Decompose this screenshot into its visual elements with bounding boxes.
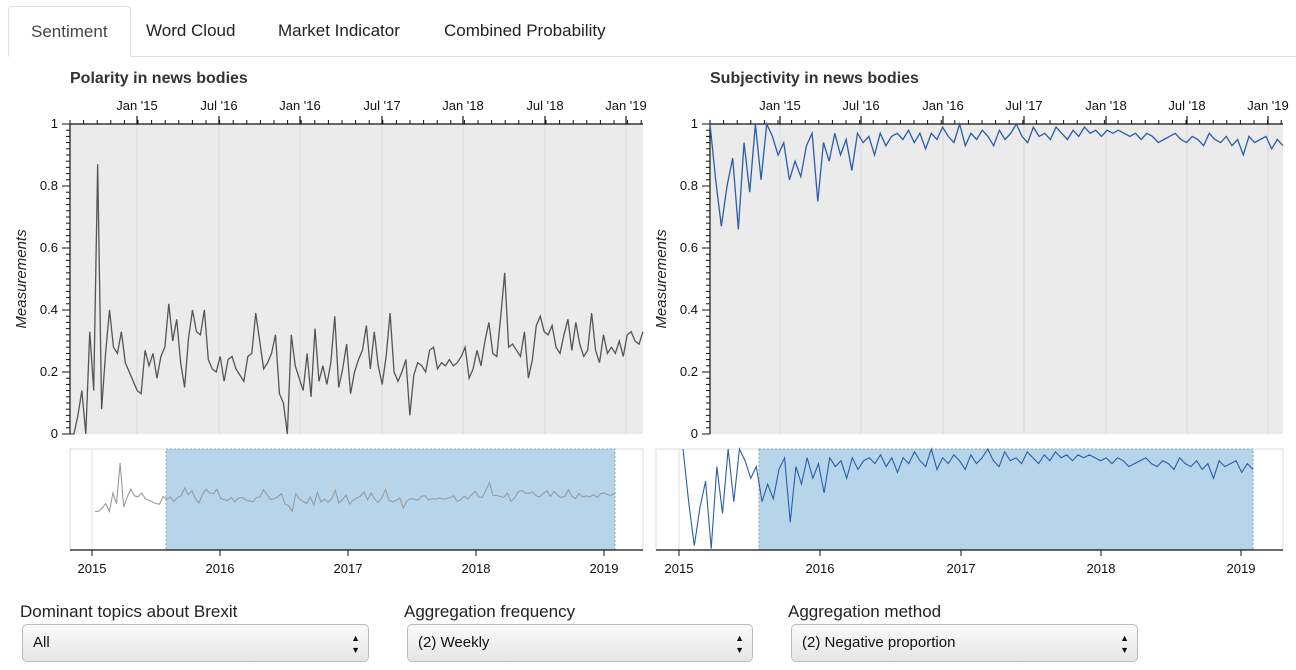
navigator-tick-label: 2017 [334, 561, 363, 576]
y-axis-label: Measurements [653, 229, 670, 329]
y-tick-label: 0.8 [680, 178, 698, 193]
plot-area [70, 124, 643, 434]
y-tick-label: 0.6 [680, 240, 698, 255]
top-tick-label: Jan '19 [1247, 98, 1289, 113]
topics-select[interactable]: All ▲ ▼ [22, 624, 369, 662]
navigator-tick-label: 2018 [462, 561, 491, 576]
navigator-tick-label: 2016 [806, 561, 835, 576]
top-tick-label: Jan '15 [759, 98, 801, 113]
y-tick-label: 1 [691, 116, 698, 131]
tab-bar: Sentiment Word Cloud Market Indicator Co… [8, 6, 1296, 57]
y-tick-label: 0.8 [40, 178, 58, 193]
top-tick-label: Jan '16 [922, 98, 964, 113]
navigator-tick-label: 2019 [1227, 561, 1256, 576]
y-tick-label: 0.2 [40, 364, 58, 379]
top-tick-label: Jul '17 [363, 98, 400, 113]
method-select[interactable]: (2) Negative proportion ▲ ▼ [791, 624, 1138, 662]
select-arrows-icon: ▲ ▼ [1120, 633, 1129, 655]
y-tick-label: 0 [691, 426, 698, 441]
polarity-chart: Polarity in news bodies Jan '15 Jul '16 Jan… [13, 70, 647, 576]
navigator-series-line [682, 447, 1254, 549]
y-tick-label: 0.4 [40, 302, 58, 317]
y-tick-label: 0.2 [680, 364, 698, 379]
tab-sentiment[interactable]: Sentiment [8, 6, 131, 57]
select-arrows-icon: ▲ ▼ [735, 633, 744, 655]
subjectivity-chart: Subjectivity in news bodies Jan '15 Jul '1… [653, 70, 1289, 576]
navigator-tick-label: 2018 [1087, 561, 1116, 576]
top-tick-label: Jul '18 [1168, 98, 1205, 113]
navigator-selection [165, 448, 616, 551]
top-tick-label: Jan '15 [116, 98, 158, 113]
tab-combined-probability[interactable]: Combined Probability [444, 21, 606, 40]
frequency-label: Aggregation frequency [404, 602, 576, 621]
navigator-tick-label: 2016 [206, 561, 235, 576]
top-tick-label: Jan '18 [442, 98, 484, 113]
top-tick-label: Jan '18 [1085, 98, 1127, 113]
topics-select-value: All [33, 634, 50, 651]
y-tick-label: 0.4 [680, 302, 698, 317]
navigator-tick-label: 2017 [947, 561, 976, 576]
y-tick-label: 1 [51, 116, 58, 131]
method-label: Aggregation method [788, 602, 942, 621]
y-tick-label: 0 [51, 426, 58, 441]
top-tick-label: Jul '18 [526, 98, 563, 113]
select-arrows-icon: ▲ ▼ [351, 633, 360, 655]
method-select-value: (2) Negative proportion [802, 634, 956, 651]
navigator-tick-label: 2015 [78, 561, 107, 576]
frequency-select-value: (2) Weekly [418, 634, 490, 651]
chart-title: Subjectivity in news bodies [710, 70, 919, 87]
chart-title: Polarity in news bodies [70, 70, 248, 87]
top-tick-label: Jan '16 [279, 98, 321, 113]
navigator-series-line [95, 462, 616, 514]
frequency-select[interactable]: (2) Weekly ▲ ▼ [407, 624, 753, 662]
top-tick-label: Jul '17 [1005, 98, 1042, 113]
top-tick-label: Jul '16 [200, 98, 237, 113]
navigator-tick-label: 2015 [665, 561, 694, 576]
series-line [70, 164, 644, 435]
topics-label: Dominant topics about Brexit [20, 602, 238, 621]
top-tick-label: Jul '16 [842, 98, 879, 113]
top-tick-label: Jan '19 [605, 98, 647, 113]
tab-market-indicator[interactable]: Market Indicator [278, 21, 400, 40]
series-line [709, 121, 1284, 230]
navigator-tick-label: 2019 [590, 561, 619, 576]
plot-area [710, 124, 1283, 434]
y-axis-label: Measurements [13, 229, 30, 329]
navigator-selection [758, 448, 1254, 551]
y-tick-label: 0.6 [40, 240, 58, 255]
tab-word-cloud[interactable]: Word Cloud [146, 21, 236, 40]
